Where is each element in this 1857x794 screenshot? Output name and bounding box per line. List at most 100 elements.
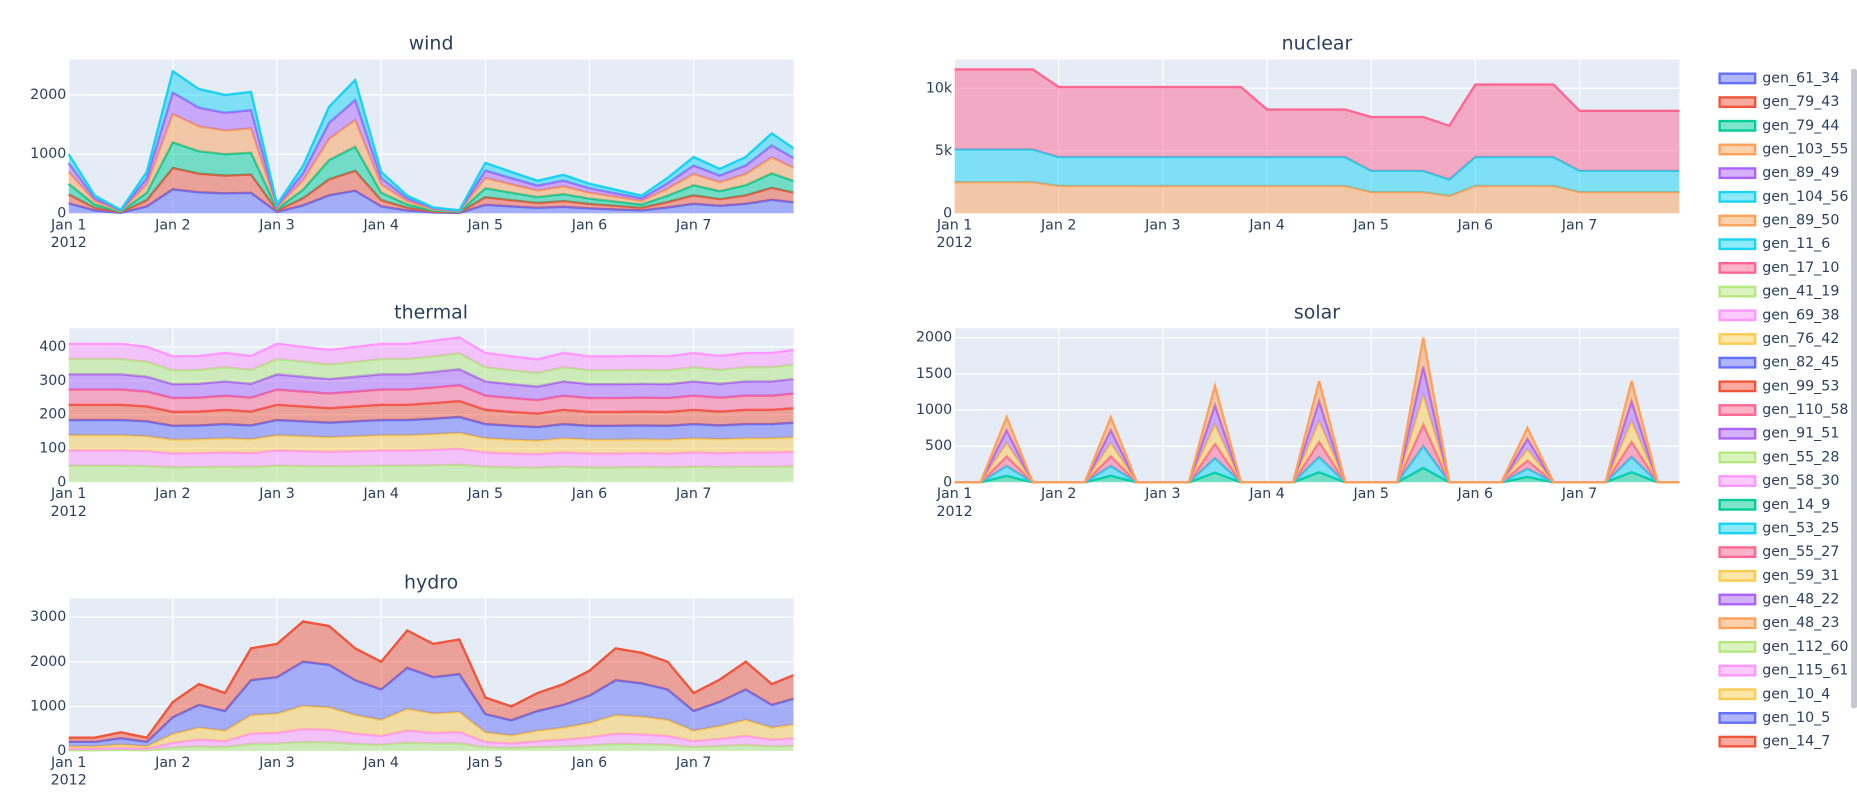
- legend-label: gen_10_5: [1762, 710, 1830, 726]
- area-fill: [68, 369, 794, 401]
- legend-label: gen_41_19: [1762, 284, 1839, 300]
- legend-item[interactable]: gen_115_61: [1718, 663, 1849, 679]
- x-tick-label: Jan 1 2012: [50, 486, 87, 520]
- x-tick-label: Jan 5: [1352, 486, 1388, 502]
- legend-label: gen_104_56: [1762, 189, 1848, 205]
- legend-swatch: [1718, 119, 1757, 132]
- legend-swatch: [1718, 356, 1757, 369]
- area-fill: [954, 366, 1680, 483]
- x-tick-label: Jan 5: [1352, 217, 1388, 233]
- legend-item[interactable]: gen_10_5: [1718, 710, 1831, 726]
- y-tick-label: 2000: [30, 654, 66, 670]
- area-fill: [954, 467, 1680, 483]
- x-tick-label: Jan 6: [1457, 217, 1493, 233]
- x-tick-label: Jan 2: [1040, 486, 1076, 502]
- legend-label: gen_53_25: [1762, 520, 1839, 536]
- y-tick-label: 0: [943, 474, 952, 490]
- y-tick-label: 1000: [30, 146, 66, 162]
- x-tick-label: Jan 7: [675, 217, 711, 233]
- legend-swatch: [1718, 261, 1757, 274]
- legend-item[interactable]: gen_91_51: [1718, 426, 1840, 442]
- x-tick-label: Jan 5: [467, 217, 503, 233]
- legend-item[interactable]: gen_14_7: [1718, 734, 1831, 750]
- legend-item[interactable]: gen_89_49: [1718, 165, 1840, 181]
- legend-swatch: [1718, 380, 1757, 393]
- legend-item[interactable]: gen_89_50: [1718, 213, 1840, 229]
- y-tick-label: 500: [925, 438, 952, 454]
- legend-scrollbar[interactable]: [1851, 68, 1857, 709]
- area-fill: [68, 353, 794, 387]
- legend-item[interactable]: gen_112_60: [1718, 639, 1849, 655]
- x-tick-label: Jan 7: [1561, 217, 1597, 233]
- x-tick-label: Jan 5: [467, 486, 503, 502]
- area-fill: [954, 69, 1680, 180]
- legend-item[interactable]: gen_58_30: [1718, 473, 1840, 489]
- legend-swatch: [1718, 72, 1757, 85]
- legend-swatch: [1718, 498, 1757, 511]
- x-tick-label: Jan 3: [258, 755, 294, 771]
- legend-swatch: [1718, 735, 1757, 748]
- legend-item[interactable]: gen_41_19: [1718, 284, 1840, 300]
- legend-label: gen_69_38: [1762, 307, 1839, 323]
- legend-item[interactable]: gen_48_23: [1718, 615, 1840, 631]
- legend-swatch: [1718, 451, 1757, 464]
- legend-swatch: [1718, 569, 1757, 582]
- area-line: [68, 415, 794, 429]
- legend-swatch: [1718, 238, 1757, 251]
- legend-item[interactable]: gen_76_42: [1718, 331, 1840, 347]
- legend-item[interactable]: gen_53_25: [1718, 520, 1840, 536]
- x-tick-label: Jan 2: [154, 486, 190, 502]
- chart-title: wind: [409, 33, 454, 55]
- legend-label: gen_14_7: [1762, 734, 1830, 750]
- area-line: [68, 336, 794, 361]
- x-tick-label: Jan 4: [362, 755, 398, 771]
- legend-item[interactable]: gen_69_38: [1718, 307, 1840, 323]
- legend-label: gen_76_42: [1762, 331, 1839, 347]
- legend-item[interactable]: gen_55_28: [1718, 449, 1840, 465]
- legend-item[interactable]: gen_59_31: [1718, 568, 1840, 584]
- legend-item[interactable]: gen_17_10: [1718, 260, 1840, 276]
- area-line: [67, 69, 795, 212]
- y-tick-label: 1000: [916, 402, 952, 418]
- legend-item[interactable]: gen_10_4: [1718, 686, 1831, 702]
- x-tick-label: Jan 1 2012: [936, 217, 973, 251]
- legend-item[interactable]: gen_48_22: [1718, 592, 1840, 608]
- legend-label: gen_89_49: [1762, 165, 1839, 181]
- area-fill: [68, 416, 794, 441]
- x-tick-label: Jan 6: [571, 486, 607, 502]
- x-tick-label: Jan 6: [1457, 486, 1493, 502]
- legend-label: gen_10_4: [1762, 686, 1830, 702]
- area-fill: [68, 142, 794, 213]
- legend-swatch: [1718, 640, 1757, 653]
- area-fill: [68, 71, 794, 211]
- legend-item[interactable]: gen_79_44: [1718, 118, 1840, 134]
- chart-title: nuclear: [1282, 33, 1353, 55]
- legend-item[interactable]: gen_110_58: [1718, 402, 1849, 418]
- y-tick-label: 5k: [935, 143, 953, 159]
- legend-item[interactable]: gen_61_34: [1718, 70, 1840, 86]
- x-tick-label: Jan 4: [1248, 486, 1284, 502]
- legend-swatch: [1718, 475, 1757, 488]
- area-fill: [68, 113, 794, 212]
- legend-item[interactable]: gen_55_27: [1718, 544, 1840, 560]
- area-fill: [68, 385, 794, 414]
- y-tick-label: 400: [39, 339, 66, 355]
- y-tick-label: 300: [39, 373, 66, 389]
- legend-item[interactable]: gen_79_43: [1718, 94, 1840, 110]
- chart-title: thermal: [394, 301, 468, 323]
- x-tick-label: Jan 1 2012: [936, 486, 973, 520]
- legend-item[interactable]: gen_82_45: [1718, 355, 1840, 371]
- y-tick-label: 200: [39, 407, 66, 423]
- legend-item[interactable]: gen_11_6: [1718, 236, 1831, 252]
- legend-item[interactable]: gen_14_9: [1718, 497, 1831, 513]
- x-tick-label: Jan 6: [571, 217, 607, 233]
- x-tick-label: Jan 3: [1144, 486, 1180, 502]
- y-tick-label: 1500: [916, 366, 952, 382]
- y-tick-label: 0: [943, 205, 952, 221]
- legend-item[interactable]: gen_103_55: [1718, 141, 1849, 157]
- legend-item[interactable]: gen_104_56: [1718, 189, 1849, 205]
- legend-item[interactable]: gen_99_53: [1718, 378, 1840, 394]
- legend-swatch: [1718, 427, 1757, 440]
- legend-label: gen_14_9: [1762, 497, 1830, 513]
